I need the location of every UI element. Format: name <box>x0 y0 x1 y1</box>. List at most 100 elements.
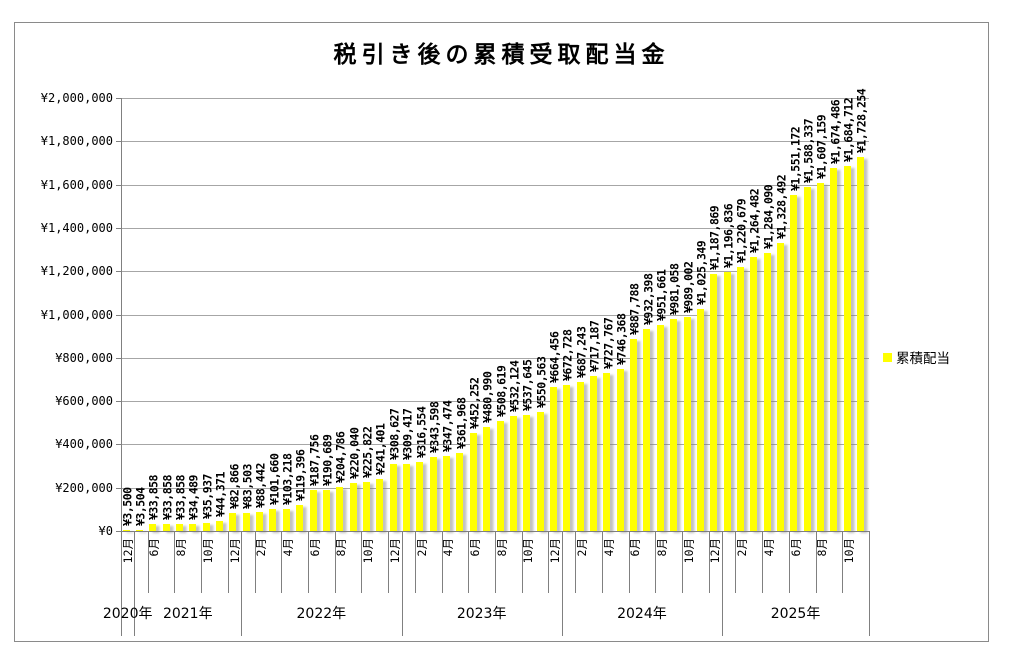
bar-value-label: ¥989,002 <box>681 261 696 313</box>
y-axis-label: ¥1,000,000 <box>40 307 113 322</box>
x-tick-label: 8月 <box>174 538 189 557</box>
x-axis-tick <box>361 531 363 593</box>
y-axis-tick <box>116 271 121 273</box>
bar <box>750 257 758 531</box>
x-axis-tick <box>708 531 710 593</box>
x-axis-tick <box>495 531 496 593</box>
bar <box>523 414 531 531</box>
bar <box>282 508 290 531</box>
x-tick-label: 10月 <box>200 538 215 564</box>
bar-value-label: ¥316,554 <box>414 407 429 459</box>
y-axis-tick <box>116 401 121 403</box>
bar <box>456 452 464 531</box>
bar-value-label: ¥88,442 <box>253 462 268 508</box>
x-tick-label: 2月 <box>254 538 269 557</box>
x-axis-tick <box>521 531 523 593</box>
bar <box>429 456 437 531</box>
bar <box>149 523 157 531</box>
x-axis-tick <box>788 531 790 593</box>
bar-value-label: ¥187,756 <box>307 434 322 487</box>
x-axis-tick <box>254 531 256 593</box>
bar-value-label: ¥1,588,337 <box>801 118 816 184</box>
year-label: 2022年 <box>296 606 347 622</box>
bar-value-label: ¥1,025,349 <box>694 240 709 305</box>
bar <box>175 523 183 531</box>
x-axis-tick <box>334 531 336 593</box>
x-axis-tick <box>414 531 416 593</box>
bar-value-label: ¥33,858 <box>160 474 175 520</box>
x-axis-tick <box>174 531 176 593</box>
bar <box>336 486 344 531</box>
bar <box>630 338 638 531</box>
x-tick-label: 8月 <box>494 538 509 557</box>
y-axis-tick <box>116 227 121 229</box>
bar-value-label: ¥34,489 <box>186 474 201 520</box>
gridline <box>121 357 869 359</box>
gridline <box>121 444 869 446</box>
bar <box>830 168 838 531</box>
gridline <box>121 401 869 403</box>
bar <box>696 309 704 531</box>
bar <box>469 433 477 531</box>
x-tick-label: 4月 <box>280 538 295 557</box>
bar <box>843 166 851 531</box>
x-tick-label: 8月 <box>654 538 669 557</box>
x-tick-label: 12月 <box>708 538 723 564</box>
x-axis-tick <box>388 531 390 593</box>
bar <box>857 156 865 531</box>
bar <box>202 523 210 531</box>
bar-value-label: ¥480,990 <box>480 371 495 423</box>
x-axis-tick <box>548 531 550 593</box>
bar <box>803 187 811 531</box>
bar-value-label: ¥981,058 <box>667 263 682 315</box>
bar-value-label: ¥1,551,172 <box>788 126 803 192</box>
x-axis-tick <box>575 531 577 593</box>
x-axis-tick <box>308 531 309 593</box>
x-tick-label: 10月 <box>841 538 856 564</box>
bar-value-label: ¥83,503 <box>240 463 255 509</box>
x-tick-label: 6月 <box>147 538 162 557</box>
bar-value-label: ¥33,858 <box>173 474 188 520</box>
bar <box>670 318 678 531</box>
bar-value-label: ¥308,627 <box>387 408 402 461</box>
bar-value-label: ¥1,674,486 <box>828 100 843 165</box>
year-separator <box>869 531 870 636</box>
bar <box>229 513 237 531</box>
x-axis-tick <box>281 531 283 593</box>
bar <box>563 385 571 531</box>
bar <box>790 195 798 531</box>
gridline <box>121 487 869 489</box>
x-tick-label: 2月 <box>574 538 589 557</box>
bar <box>362 482 370 531</box>
bar <box>763 252 771 531</box>
bar <box>777 243 784 531</box>
x-tick-label: 2月 <box>735 538 750 557</box>
year-label: 2020年 <box>102 606 153 622</box>
bar-value-label: ¥82,866 <box>227 464 242 510</box>
y-axis-tick <box>116 487 121 489</box>
x-axis-tick <box>468 531 470 593</box>
y-axis-line <box>121 98 122 531</box>
bar <box>817 183 825 531</box>
y-axis-label: ¥800,000 <box>55 350 113 365</box>
bar-value-label: ¥687,243 <box>574 326 589 379</box>
x-tick-label: 4月 <box>601 538 616 557</box>
bar-value-label: ¥1,328,492 <box>774 175 789 240</box>
x-axis-tick <box>601 531 603 593</box>
bar-value-label: ¥361,968 <box>454 397 469 449</box>
bar-value-label: ¥44,371 <box>213 472 228 518</box>
bar <box>162 523 170 531</box>
x-axis-tick <box>762 531 764 593</box>
x-axis-tick <box>628 531 630 593</box>
bar-value-label: ¥672,728 <box>560 329 575 382</box>
y-axis-label: ¥600,000 <box>55 394 113 409</box>
bar-value-label: ¥1,187,869 <box>707 205 722 270</box>
legend: 累積配当 <box>883 347 950 367</box>
year-label: 2023年 <box>456 606 507 622</box>
y-axis-tick <box>116 444 121 446</box>
bar <box>389 464 397 531</box>
x-axis-tick <box>201 531 203 593</box>
bar-value-label: ¥727,767 <box>601 318 616 370</box>
legend-swatch-icon <box>883 352 892 362</box>
